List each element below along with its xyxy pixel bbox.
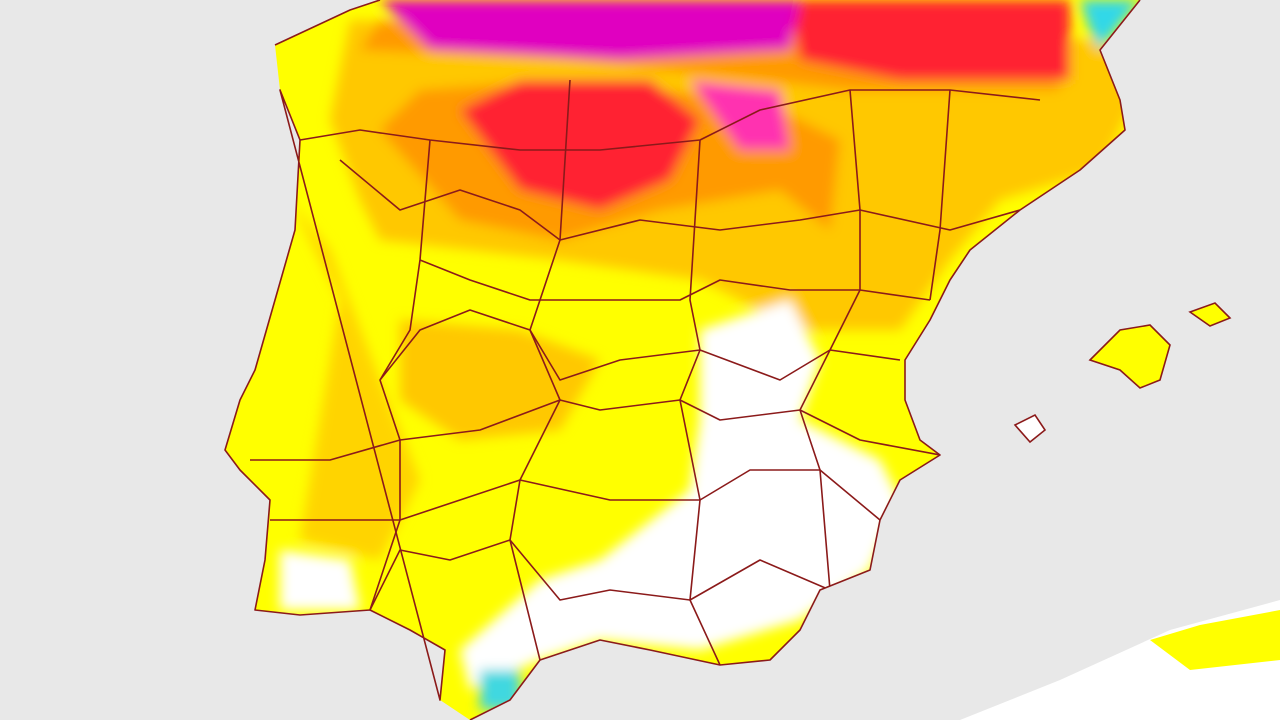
map-shape <box>790 0 1070 80</box>
coastline <box>224 0 1141 720</box>
map-shape <box>299 89 1041 151</box>
map-shape <box>380 0 800 60</box>
map-shape <box>460 80 700 210</box>
map-shape <box>379 309 901 381</box>
map-shape <box>1080 0 1140 50</box>
map-shape <box>460 300 900 690</box>
map-shape <box>339 159 1021 241</box>
map-shape <box>509 79 571 661</box>
province-borders <box>250 79 1041 666</box>
map-shape <box>280 550 360 610</box>
map-shape <box>369 539 831 611</box>
map-shape <box>679 139 721 666</box>
map-shape <box>400 320 600 440</box>
menorca <box>1188 302 1232 327</box>
map-shape <box>690 80 790 150</box>
map-shape <box>419 259 931 301</box>
map-shape <box>270 469 881 521</box>
mallorca <box>1088 324 1171 389</box>
map-shape <box>290 200 420 560</box>
map-shape <box>250 399 941 461</box>
ibiza <box>1013 413 1047 444</box>
africa-warm-zone <box>1150 610 1280 670</box>
map-shape <box>369 139 431 611</box>
map-shape <box>929 89 951 301</box>
map-shape <box>799 89 861 591</box>
